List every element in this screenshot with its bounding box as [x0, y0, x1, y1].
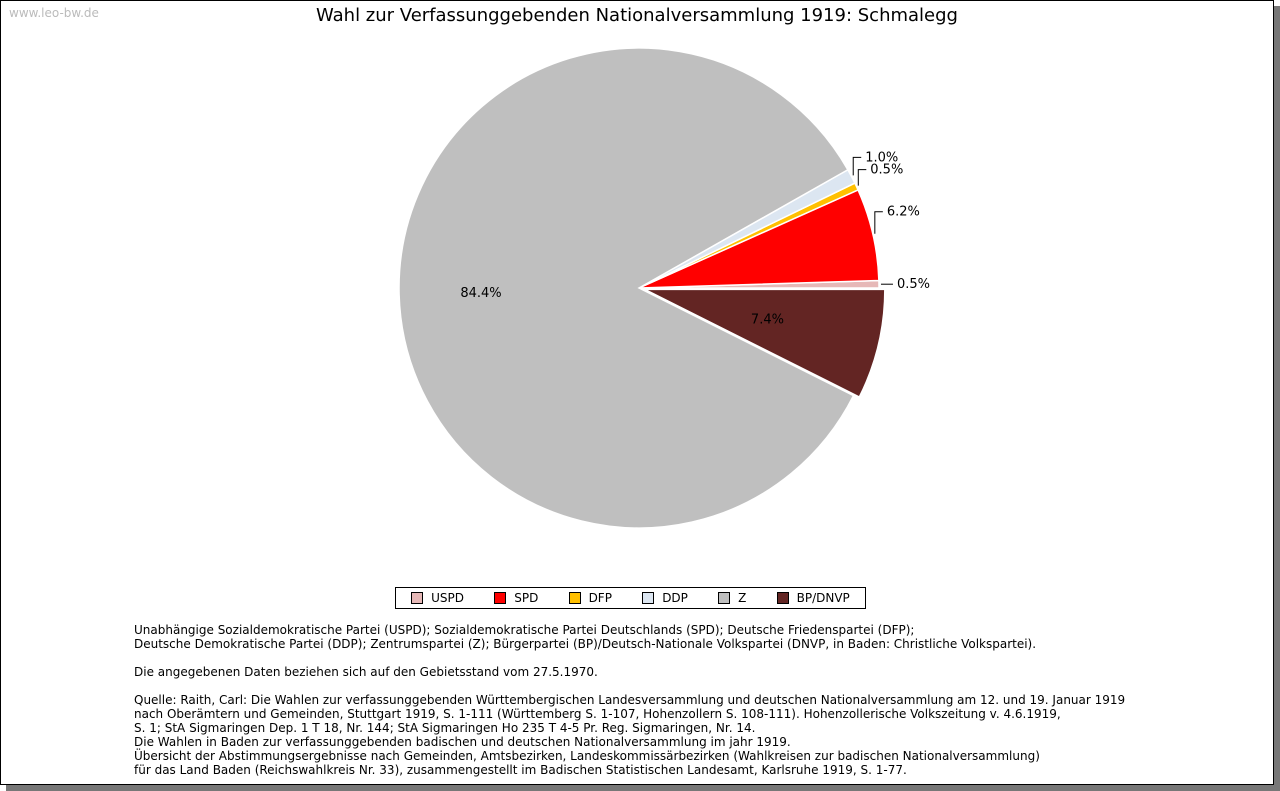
legend: USPD SPD DFP DDP Z BP/DNVP — [395, 587, 866, 609]
pie-slice-z — [398, 47, 855, 529]
pie-chart: 0.5%6.2%0.5%1.0%84.4%7.4% — [398, 47, 930, 529]
legend-swatch — [568, 592, 581, 604]
source-line: Die Wahlen in Baden zur verfassunggebend… — [134, 735, 791, 749]
territory-note: Die angegebenen Daten beziehen sich auf … — [134, 665, 598, 679]
source-note: Quelle: Raith, Carl: Die Wahlen zur verf… — [134, 693, 1125, 777]
legend-item-bp-dnvp: BP/DNVP — [776, 591, 850, 605]
legend-item-spd: SPD — [494, 591, 538, 605]
legend-label: Z — [738, 591, 747, 605]
legend-swatch — [494, 592, 507, 604]
abbrev-line: Deutsche Demokratische Partei (DDP); Zen… — [134, 637, 1037, 651]
legend-item-ddp: DDP — [642, 591, 688, 605]
slice-label-uspd: 0.5% — [897, 277, 930, 292]
legend-label: SPD — [514, 591, 539, 605]
legend-label: USPD — [431, 591, 464, 605]
legend-label: DFP — [588, 591, 612, 605]
source-line: Quelle: Raith, Carl: Die Wahlen zur verf… — [134, 693, 1126, 707]
legend-item-uspd: USPD — [411, 591, 464, 605]
notes: Unabhängige Sozialdemokratische Partei (… — [134, 623, 1125, 791]
slice-label-ddp: 1.0% — [865, 150, 898, 165]
legend-swatch — [718, 592, 731, 604]
source-line: für das Land Baden (Reichswahlkreis Nr. … — [134, 763, 907, 777]
source-line: nach Oberämtern und Gemeinden, Stuttgart… — [134, 707, 1061, 721]
slice-label-dfp: 0.5% — [870, 163, 903, 178]
chart-title: Wahl zur Verfassunggebenden Nationalvers… — [316, 5, 958, 26]
source-line: Übersicht der Abstimmungsergebnisse nach… — [134, 749, 1040, 763]
slice-label-bp-dnvp: 7.4% — [751, 312, 784, 327]
source-line: S. 1; StA Sigmaringen Dep. 1 T 18, Nr. 1… — [134, 721, 756, 735]
legend-label: BP/DNVP — [796, 591, 850, 605]
legend-label: DDP — [662, 591, 688, 605]
slice-label-z: 84.4% — [460, 286, 501, 301]
slice-label-spd: 6.2% — [887, 205, 920, 220]
legend-item-dfp: DFP — [568, 591, 612, 605]
legend-swatch — [776, 592, 789, 604]
legend-item-z: Z — [718, 591, 746, 605]
legend-swatch — [642, 592, 655, 604]
pie-slice-bp-dnvp — [644, 288, 886, 399]
watermark: www.leo-bw.de — [9, 6, 99, 20]
leader-line — [852, 156, 862, 176]
abbrev-line: Unabhängige Sozialdemokratische Partei (… — [134, 623, 915, 637]
abbreviations: Unabhängige Sozialdemokratische Partei (… — [134, 623, 1125, 651]
legend-swatch — [411, 592, 424, 604]
leader-line — [874, 211, 883, 234]
leader-line — [857, 169, 867, 186]
